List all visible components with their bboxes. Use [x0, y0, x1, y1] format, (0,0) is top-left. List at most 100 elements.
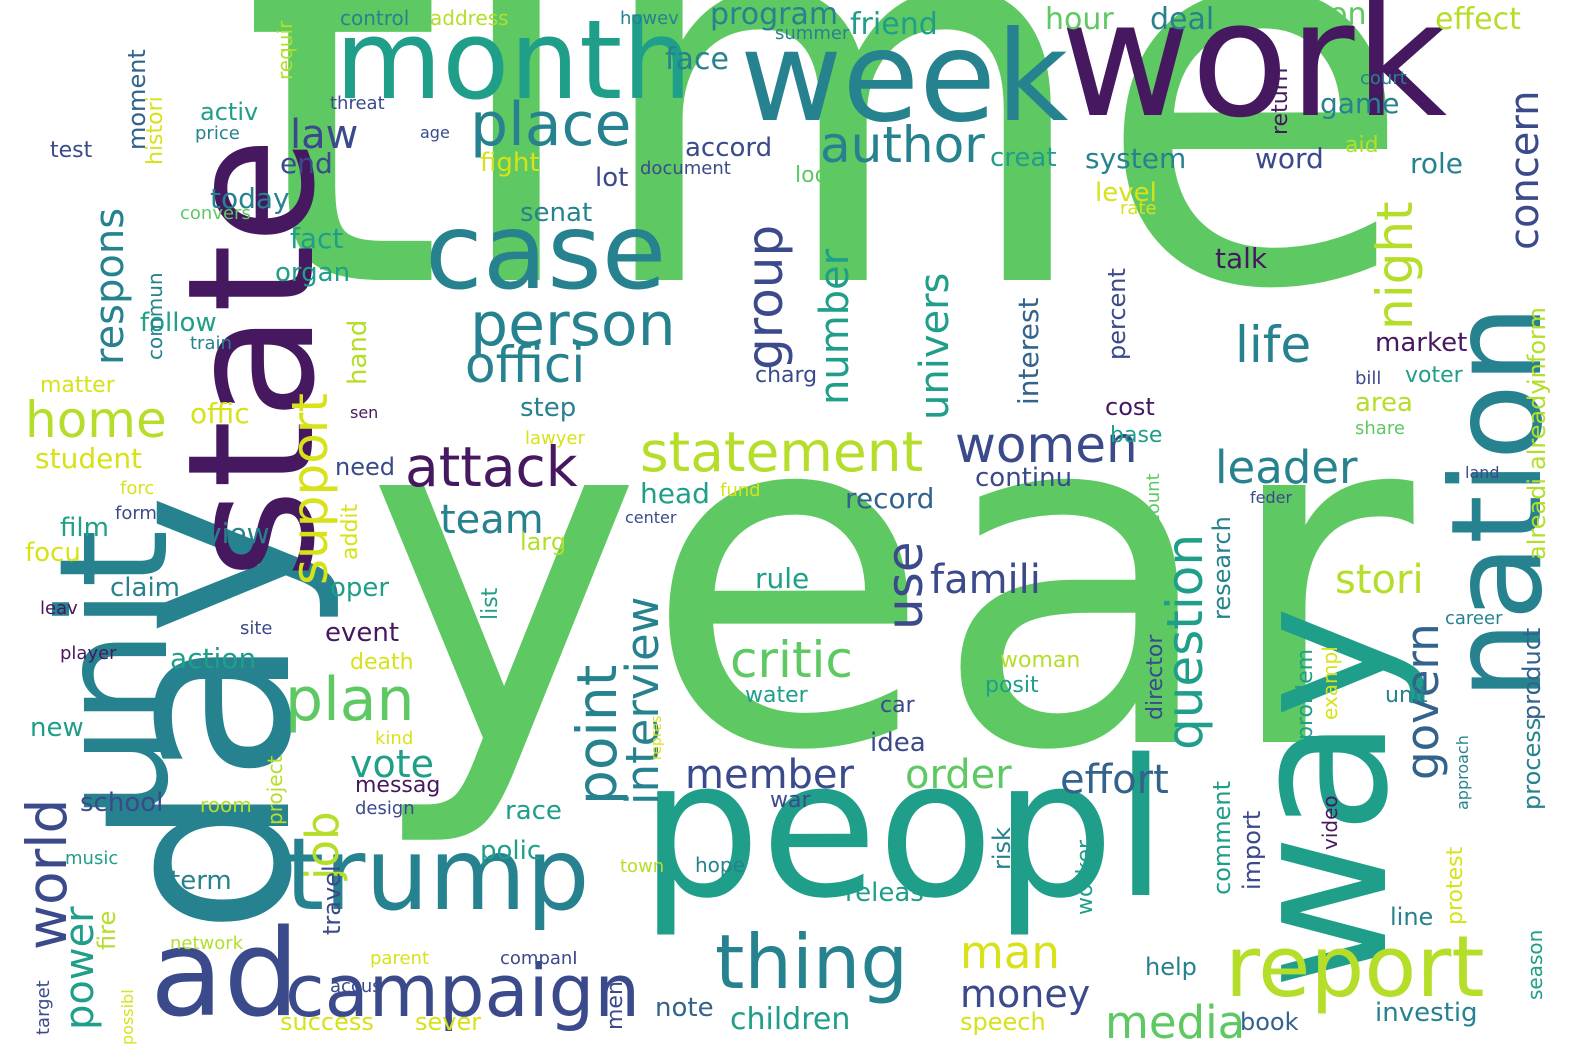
cloud-word: level: [1095, 178, 1157, 208]
cloud-word: reason: [1265, 0, 1367, 32]
cloud-word: concern: [1502, 90, 1548, 250]
cloud-word: univers: [912, 272, 958, 420]
cloud-word: court: [1360, 68, 1407, 89]
cloud-word: case: [425, 191, 667, 313]
cloud-word: area: [1355, 388, 1413, 418]
cloud-word: age: [420, 123, 450, 142]
cloud-word: comment: [1208, 780, 1236, 895]
cloud-word: head: [640, 477, 710, 510]
cloud-word: forc: [120, 478, 155, 499]
cloud-word: town: [620, 856, 665, 877]
cloud-word: hand: [343, 319, 373, 385]
cloud-word: step: [520, 393, 577, 423]
cloud-word: stori: [1335, 557, 1424, 603]
cloud-word: histori: [143, 96, 168, 165]
cloud-word: race: [505, 796, 562, 826]
cloud-word: focu: [25, 538, 81, 568]
cloud-word: summer: [775, 23, 850, 44]
cloud-word: man: [960, 926, 1060, 979]
cloud-word: product: [1518, 627, 1546, 720]
cloud-word: view: [205, 517, 270, 550]
cloud-word: larg: [520, 528, 567, 556]
cloud-word: possibl: [118, 989, 137, 1045]
cloud-word: team: [440, 497, 544, 543]
cloud-word: claim: [110, 573, 181, 603]
cloud-word: woman: [1000, 648, 1081, 673]
cloud-word: already: [1523, 380, 1551, 470]
cloud-word: voter: [1405, 363, 1463, 388]
cloud-word: word: [1255, 142, 1324, 175]
cloud-word: fact: [290, 222, 344, 255]
cloud-word: process: [1518, 717, 1546, 810]
cloud-word: design: [355, 798, 415, 819]
cloud-word: approach: [1453, 735, 1472, 810]
cloud-word: month: [335, 0, 693, 124]
cloud-word: respons: [87, 207, 133, 365]
cloud-word: line: [1390, 903, 1434, 931]
cloud-word: music: [65, 848, 119, 869]
cloud-word: charg: [755, 363, 818, 388]
cloud-word: car: [880, 693, 915, 718]
cloud-word: effort: [1060, 757, 1169, 803]
cloud-word: statement: [640, 420, 924, 484]
cloud-word: hope: [695, 853, 745, 877]
cloud-word: lawyer: [525, 428, 585, 449]
cloud-word: action: [170, 642, 257, 675]
cloud-word: project: [263, 755, 287, 825]
cloud-word: life: [1235, 316, 1312, 374]
cloud-word: place: [470, 90, 632, 160]
cloud-word: posit: [985, 673, 1039, 698]
cloud-word: accord: [685, 133, 773, 163]
cloud-word: success: [280, 1008, 374, 1036]
cloud-word: time: [240, 0, 1415, 403]
cloud-word: peopl: [640, 719, 1168, 940]
cloud-word: law: [290, 112, 359, 158]
cloud-word: night: [1366, 201, 1424, 330]
cloud-word: requir: [273, 20, 297, 80]
cloud-word: address: [430, 6, 509, 30]
cloud-word: convers: [180, 203, 251, 224]
cloud-word: return: [1268, 67, 1293, 135]
cloud-word: rule: [755, 562, 810, 595]
cloud-word: creat: [990, 143, 1057, 173]
cloud-word: note: [655, 993, 714, 1023]
cloud-word: problem: [1293, 648, 1318, 740]
cloud-word: price: [195, 123, 240, 144]
cloud-word: fund: [720, 480, 761, 501]
cloud-word: fight: [480, 148, 540, 178]
cloud-word: effect: [1435, 2, 1521, 37]
cloud-word: threat: [330, 93, 385, 114]
cloud-word: interview: [616, 596, 669, 805]
cloud-word: percent: [1103, 268, 1131, 360]
cloud-word: exampl: [1318, 646, 1342, 720]
cloud-word: career: [1445, 608, 1503, 629]
cloud-word: help: [1145, 953, 1197, 981]
cloud-word: director: [1143, 634, 1168, 720]
cloud-word: record: [845, 482, 935, 515]
cloud-word: plan: [285, 665, 415, 735]
cloud-word: train: [190, 333, 232, 354]
cloud-word: school: [80, 788, 164, 818]
cloud-word: face: [665, 42, 729, 77]
cloud-word: base: [1110, 423, 1163, 448]
cloud-word: activ: [200, 98, 259, 126]
cloud-word: alreadi: [1523, 477, 1551, 560]
cloud-word: howev: [620, 8, 679, 29]
cloud-word: interest: [1012, 297, 1045, 405]
cloud-word: land: [1465, 463, 1500, 482]
cloud-word: leader: [1215, 441, 1358, 494]
cloud-word: inform: [1523, 307, 1551, 385]
cloud-word: feder: [1250, 488, 1293, 507]
cloud-word: role: [1410, 147, 1464, 180]
cloud-word: women: [955, 416, 1138, 474]
cloud-word: film: [60, 513, 109, 543]
cloud-word: support: [281, 393, 339, 585]
cloud-word: report: [1225, 918, 1485, 1017]
cloud-word: end: [280, 147, 333, 180]
cloud-word: speech: [960, 1008, 1046, 1036]
cloud-word: friend: [850, 7, 938, 42]
cloud-word: media: [1105, 996, 1246, 1049]
cloud-word: year: [365, 306, 1414, 853]
cloud-word: offic: [190, 397, 250, 430]
